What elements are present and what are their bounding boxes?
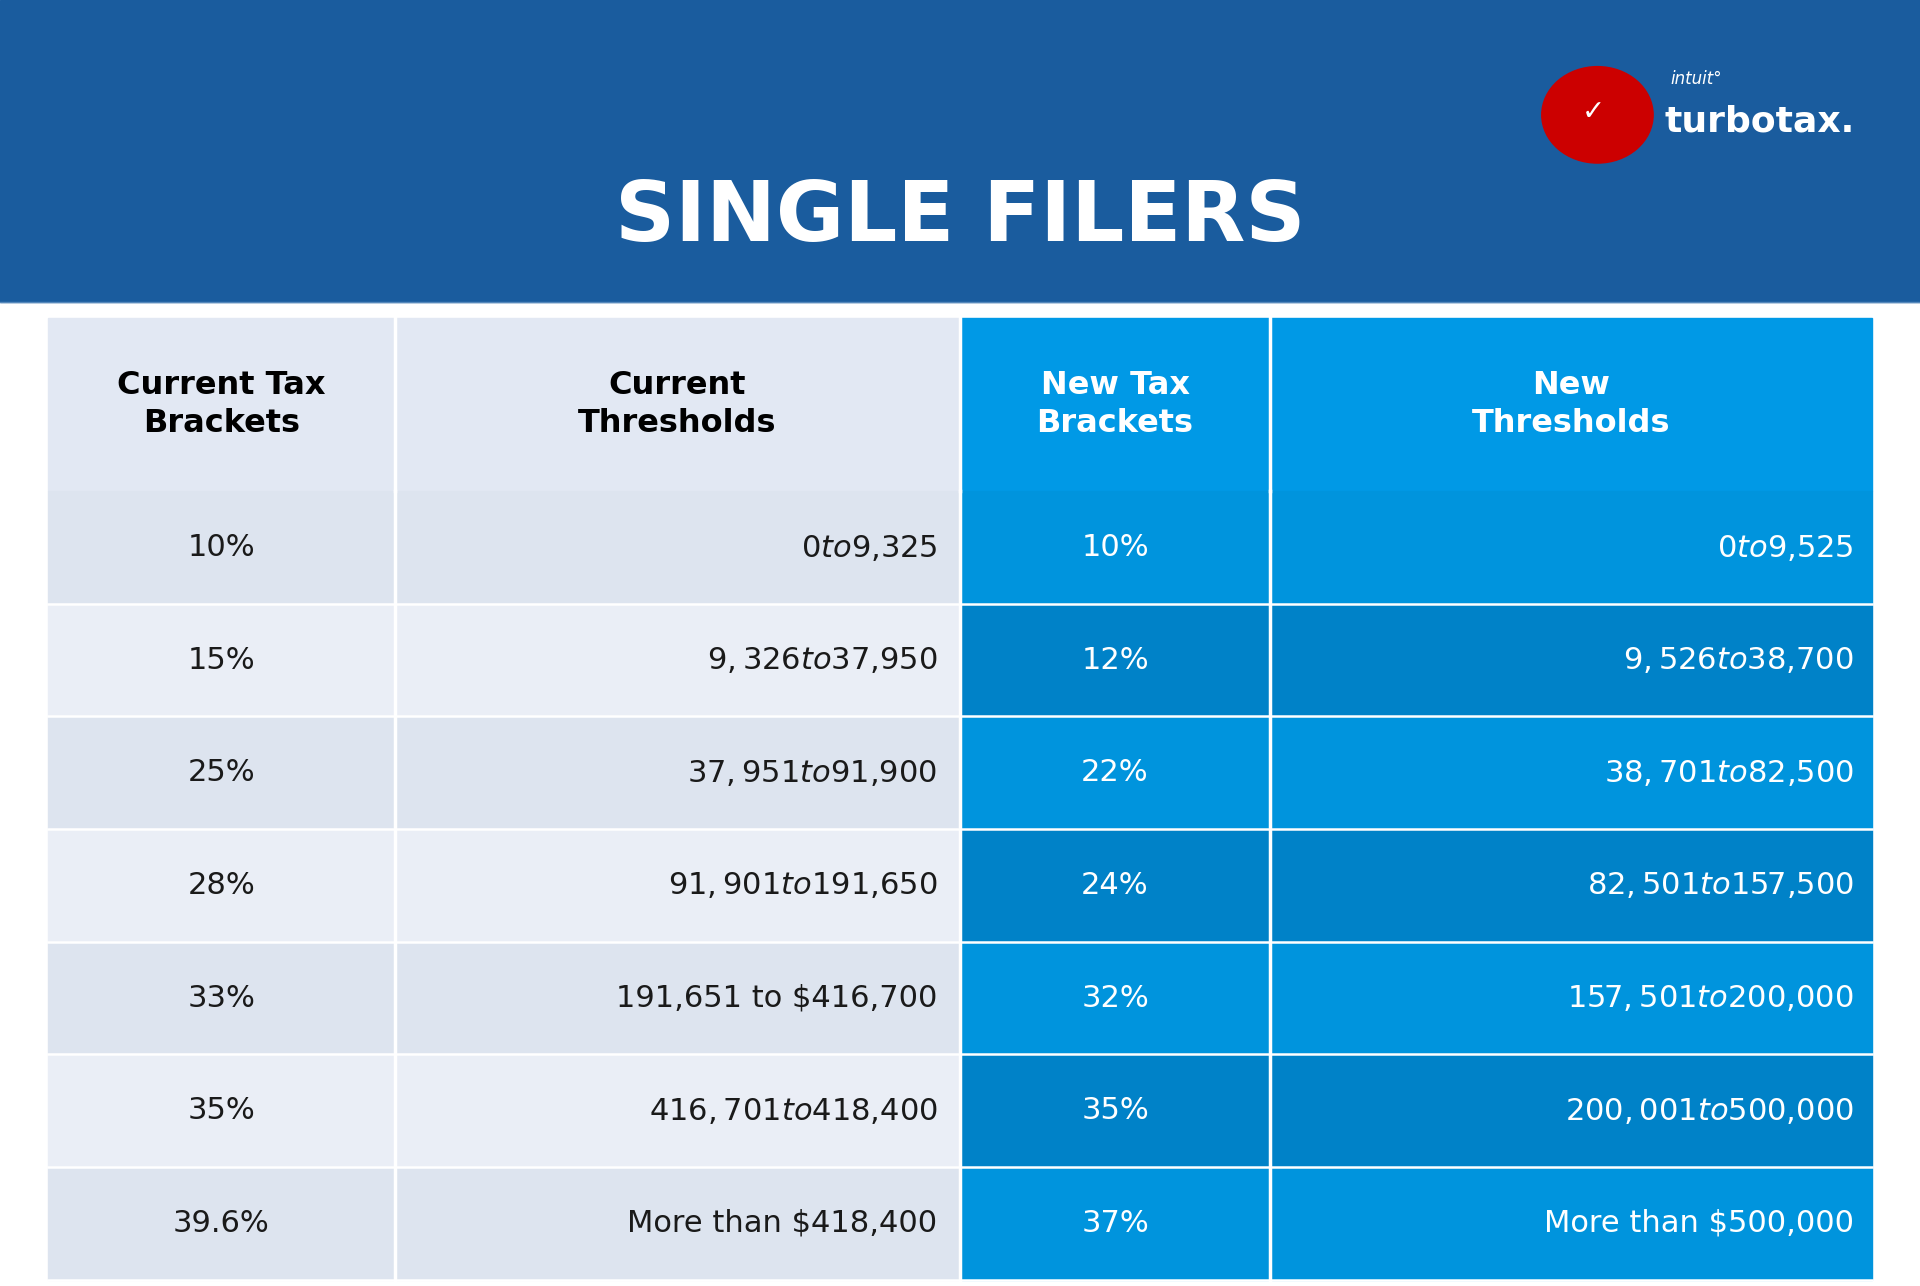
- Bar: [1271, 1055, 1872, 1166]
- Bar: [48, 829, 396, 941]
- Bar: [1271, 604, 1872, 716]
- Text: 35%: 35%: [188, 1096, 255, 1125]
- Bar: [960, 716, 1271, 829]
- Bar: [48, 1166, 396, 1280]
- Text: $0 to $9,525: $0 to $9,525: [1716, 532, 1855, 562]
- Bar: [1271, 1166, 1872, 1280]
- Text: ✓: ✓: [1582, 98, 1605, 126]
- Text: 28%: 28%: [188, 871, 255, 900]
- Bar: [1271, 716, 1872, 829]
- Bar: [396, 491, 960, 604]
- Text: Current Tax
Brackets: Current Tax Brackets: [117, 370, 326, 439]
- Bar: [396, 716, 960, 829]
- Bar: [48, 604, 396, 716]
- Text: 10%: 10%: [1081, 534, 1148, 562]
- Bar: [1271, 829, 1872, 941]
- Bar: [48, 491, 396, 604]
- Text: Current
Thresholds: Current Thresholds: [578, 370, 776, 439]
- Text: $0 to $9,325: $0 to $9,325: [801, 532, 937, 562]
- Text: $416,701 to $418,400: $416,701 to $418,400: [649, 1096, 937, 1125]
- Text: intuit°: intuit°: [1670, 69, 1722, 87]
- Text: 32%: 32%: [1081, 984, 1148, 1012]
- Bar: [960, 941, 1271, 1055]
- Bar: [960, 604, 1271, 716]
- Bar: [960, 829, 1271, 941]
- Bar: [396, 1055, 960, 1166]
- Text: $200,001 to $500,000: $200,001 to $500,000: [1565, 1096, 1855, 1125]
- Text: More than $500,000: More than $500,000: [1544, 1209, 1855, 1237]
- Bar: [48, 716, 396, 829]
- Text: 24%: 24%: [1081, 871, 1148, 900]
- Bar: [1271, 491, 1872, 604]
- Text: 33%: 33%: [188, 984, 255, 1012]
- Text: $9,526 to $38,700: $9,526 to $38,700: [1624, 646, 1855, 675]
- Text: 191,651 to $416,700: 191,651 to $416,700: [616, 984, 937, 1012]
- Text: 35%: 35%: [1081, 1096, 1148, 1125]
- Bar: [48, 941, 396, 1055]
- Text: turbotax.: turbotax.: [1665, 104, 1855, 139]
- Bar: [1271, 318, 1872, 491]
- Text: 25%: 25%: [188, 759, 255, 787]
- Text: $38,701 to $82,500: $38,701 to $82,500: [1603, 757, 1855, 788]
- Ellipse shape: [1542, 67, 1653, 163]
- Bar: [1271, 941, 1872, 1055]
- Text: $91,901 to $191,650: $91,901 to $191,650: [668, 871, 937, 900]
- Text: 10%: 10%: [188, 534, 255, 562]
- Bar: [960, 491, 1271, 604]
- Text: 37%: 37%: [1081, 1209, 1148, 1237]
- Text: $82,501 to $157,500: $82,501 to $157,500: [1586, 871, 1855, 900]
- Text: $157,501 to $200,000: $157,501 to $200,000: [1567, 983, 1855, 1013]
- Bar: [396, 829, 960, 941]
- Bar: [48, 1055, 396, 1166]
- Text: New
Thresholds: New Thresholds: [1473, 370, 1670, 439]
- Text: SINGLE FILERS: SINGLE FILERS: [614, 177, 1306, 258]
- Bar: [396, 318, 960, 491]
- Text: New Tax
Brackets: New Tax Brackets: [1037, 370, 1194, 439]
- Bar: [0, 0, 1920, 302]
- Text: 12%: 12%: [1081, 646, 1148, 675]
- Text: $37, 951 to $91,900: $37, 951 to $91,900: [687, 757, 937, 788]
- Text: 15%: 15%: [188, 646, 255, 675]
- Bar: [396, 1166, 960, 1280]
- Text: More than $418,400: More than $418,400: [628, 1209, 937, 1237]
- Bar: [960, 1166, 1271, 1280]
- Bar: [396, 604, 960, 716]
- Bar: [960, 1055, 1271, 1166]
- Text: $9,326 to $37,950: $9,326 to $37,950: [707, 646, 937, 675]
- Bar: [396, 941, 960, 1055]
- Text: 22%: 22%: [1081, 759, 1148, 787]
- Text: 39.6%: 39.6%: [173, 1209, 269, 1237]
- Bar: [960, 318, 1271, 491]
- Bar: [48, 318, 396, 491]
